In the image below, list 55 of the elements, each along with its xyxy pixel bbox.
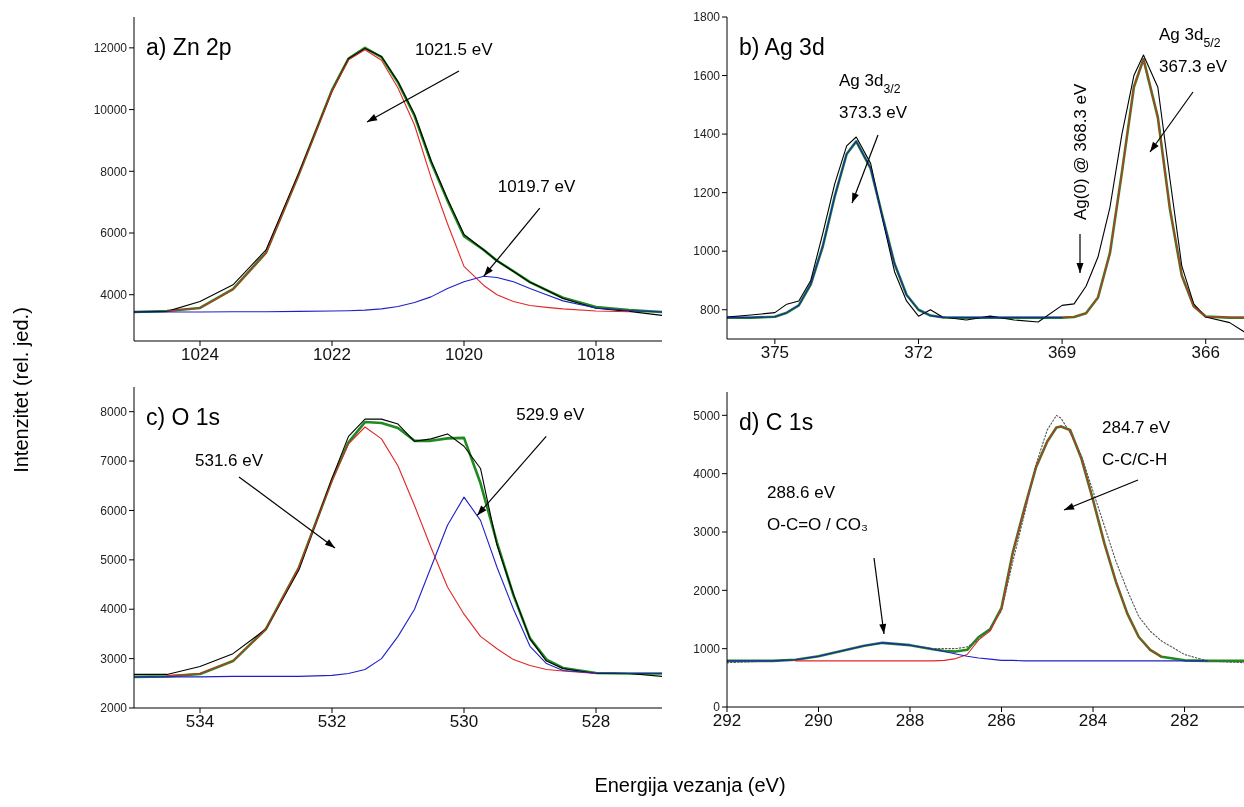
x-tick-label: 282 <box>1170 711 1199 731</box>
y-tick-label: 12000 <box>93 41 128 56</box>
y-tick-label: 4000 <box>100 602 128 617</box>
y-tick-label: 1000 <box>693 641 721 656</box>
x-tick-label: 528 <box>581 712 611 732</box>
text: c) O 1s <box>146 404 221 430</box>
annotation: Ag(0) @ 368.3 eV <box>1071 83 1090 220</box>
y-tick-label: 6000 <box>100 226 128 241</box>
annotation: Ag 3d$_{5/2}$ 367.3 eV <box>1159 25 1228 76</box>
y-tick-label: 10000 <box>93 102 128 117</box>
x-tick-label: 375 <box>760 343 790 363</box>
x-tick-label: 534 <box>185 712 215 732</box>
x-tick-label: 290 <box>804 711 833 731</box>
x-tick-label: 372 <box>904 343 933 363</box>
annotation: 529.9 eV <box>516 405 585 425</box>
x-tick-label: 1018 <box>577 345 615 365</box>
x-tick-label: 286 <box>987 711 1016 731</box>
y-tick-label: 1400 <box>693 127 721 142</box>
x-tick-label: 366 <box>1191 343 1220 363</box>
y-tick-label: 1800 <box>693 10 721 25</box>
x-tick-label: 1024 <box>181 345 219 365</box>
x-tick-label: 284 <box>1078 711 1108 731</box>
x-tick-label: 530 <box>449 712 479 732</box>
x-tick-label: 1022 <box>313 345 351 365</box>
y-tick-label: 2000 <box>100 701 128 716</box>
y-tick-label: 4000 <box>693 466 721 481</box>
y-tick-label: 3000 <box>100 651 128 666</box>
y-tick-label: 1600 <box>693 68 721 83</box>
y-tick-label: 1000 <box>693 244 721 259</box>
text: b) Ag 3d <box>739 34 825 60</box>
y-tick-label: 6000 <box>100 503 128 518</box>
y-tick-label: 2000 <box>693 583 721 598</box>
x-tick-label: 369 <box>1047 343 1077 363</box>
y-tick-label: 3000 <box>693 525 721 540</box>
y-tick-label: 8000 <box>100 164 128 179</box>
x-axis-title: Energija vezanja (eV) <box>594 774 786 796</box>
text: a) Zn 2p <box>146 34 232 60</box>
y-axis-title: Intenzitet (rel. jed.) <box>10 307 32 473</box>
annotation: 1019.7 eV <box>497 177 576 197</box>
y-tick-label: 800 <box>699 302 721 317</box>
text: d) C 1s <box>739 409 814 435</box>
x-tick-label: 1020 <box>445 345 483 365</box>
y-tick-label: 5000 <box>693 408 721 423</box>
annotation: 1021.5 eV <box>415 40 494 59</box>
annotation: 284.7 eV C-C/C-H <box>1102 418 1171 469</box>
annotation: Ag 3d$_{3/2}$ 373.3 eV <box>839 71 908 122</box>
y-tick-label: 1200 <box>693 185 721 200</box>
y-tick-label: 8000 <box>100 404 128 419</box>
y-tick-label: 5000 <box>100 553 128 568</box>
annotation: 531.6 eV <box>195 451 264 470</box>
y-tick-label: 7000 <box>100 454 128 469</box>
y-tick-label: 4000 <box>100 287 128 302</box>
x-tick-label: 288 <box>895 711 925 731</box>
x-tick-label: 532 <box>317 712 347 732</box>
annotation: 288.6 eV O-C=O / CO₃ <box>767 483 868 534</box>
